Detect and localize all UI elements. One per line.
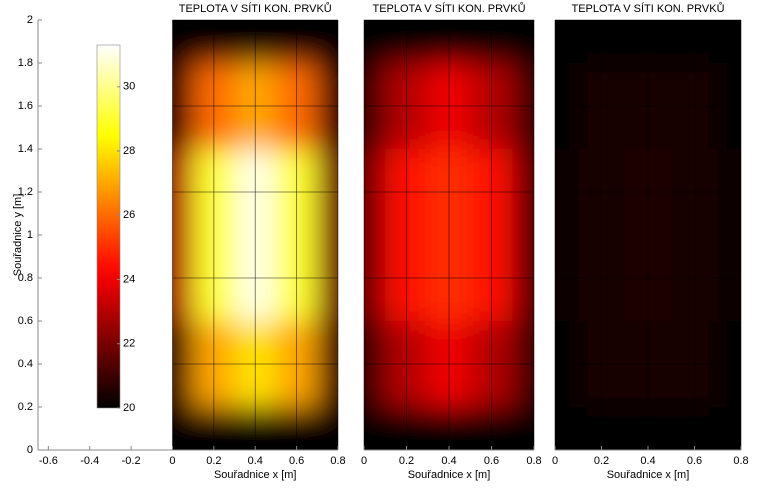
chart-title: TEPLOTA V SÍTI KON. PRVKŮ	[372, 2, 525, 15]
heat-cell	[364, 20, 386, 63]
x-tick-label: 0.8	[733, 455, 748, 467]
heat-cell	[317, 407, 338, 450]
colorbar-tick-label: 28	[123, 145, 135, 157]
colorbar-tick-label: 24	[123, 273, 135, 285]
colorbar-tick-label: 20	[123, 402, 135, 414]
x-tick-label: 0	[361, 455, 367, 467]
heat-cell	[512, 20, 534, 63]
heat-cell	[172, 407, 194, 450]
heat-cell	[172, 20, 194, 63]
x-tick-label: 0	[552, 455, 558, 467]
y-tick-label: 0.2	[18, 401, 33, 413]
y-tick-label: 0	[27, 444, 33, 456]
x-axis-label: Souřadnice x [m]	[214, 469, 297, 481]
x-tick-label: 0.4	[441, 455, 456, 467]
x-tick-label: 0.2	[399, 455, 414, 467]
x-tick-label: 0.2	[206, 455, 221, 467]
chart-title: TEPLOTA V SÍTI KON. PRVKŮ	[179, 2, 332, 15]
x-axis-label: Souřadnice x [m]	[408, 469, 491, 481]
y-tick-label: 0.6	[18, 315, 33, 327]
heat-cell	[364, 407, 386, 450]
y-tick-label: 0.4	[18, 358, 33, 370]
x-tick-label: 0.6	[484, 455, 499, 467]
y-tick-label: 0.8	[18, 272, 33, 284]
x-tick-label: 0.4	[248, 455, 263, 467]
x-tick-label: 0.8	[330, 455, 345, 467]
y-tick-label: 1.8	[18, 57, 33, 69]
y-axis-label: Souřadnice y [m]	[12, 194, 24, 277]
colorbar-tick-label: 26	[123, 209, 135, 221]
x-tick-label: 0.4	[640, 455, 655, 467]
x-tick-label: 0	[169, 455, 175, 467]
x-axis-label: Souřadnice x [m]	[607, 469, 690, 481]
heat-cell	[317, 20, 338, 63]
chart-title: TEPLOTA V SÍTI KON. PRVKŮ	[571, 2, 724, 15]
x-tick-label: 0.2	[594, 455, 609, 467]
heat-cell	[512, 407, 534, 450]
x-tick-label: -0.2	[122, 455, 141, 467]
x-tick-label: 0.6	[289, 455, 304, 467]
colorbar	[96, 44, 121, 409]
heat-cell	[717, 20, 741, 63]
x-tick-label: -0.6	[39, 455, 58, 467]
y-tick-label: 1.4	[18, 143, 33, 155]
x-tick-label: -0.4	[80, 455, 99, 467]
y-tick-label: 1	[27, 229, 33, 241]
x-tick-label: 0.8	[526, 455, 541, 467]
colorbar-tick-label: 30	[123, 81, 135, 93]
heat-cell	[717, 407, 741, 450]
y-tick-label: 1.2	[18, 186, 33, 198]
y-tick-label: 2	[27, 14, 33, 26]
heat-cell	[555, 20, 579, 63]
x-tick-label: 0.6	[687, 455, 702, 467]
colorbar-tick-label: 22	[123, 338, 135, 350]
heat-cell	[555, 407, 579, 450]
y-tick-label: 1.6	[18, 100, 33, 112]
